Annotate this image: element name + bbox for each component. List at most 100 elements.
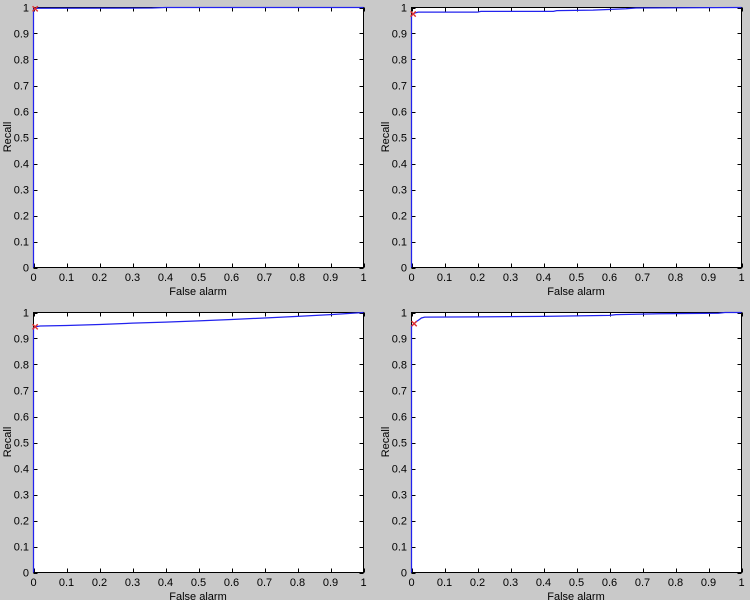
x-tick-label: 0.5 <box>569 577 584 589</box>
y-tick-label: 0.7 <box>392 81 407 93</box>
y-tick-label: 0 <box>401 568 407 580</box>
x-tick-label: 0.7 <box>257 272 272 284</box>
x-tick-label: 0.2 <box>470 272 485 284</box>
x-tick-label: 0 <box>30 272 36 284</box>
y-tick-label: 0.5 <box>392 438 407 450</box>
operating-point-marker <box>32 323 39 330</box>
x-tick-label: 0.3 <box>125 272 140 284</box>
x-tick-label: 0.7 <box>635 577 650 589</box>
x-tick-label: 0.2 <box>470 577 485 589</box>
y-tick-label: 0.7 <box>14 81 29 93</box>
x-tick-label: 0 <box>30 577 36 589</box>
subplot-top-left: 0 0.1 0.2 0.3 0.4 0.5 0.6 0.7 0.8 0.9 1 0 0.1 0.2 0.3 0… <box>0 0 375 300</box>
plot-canvas: 0 0.1 0.2 0.3 0.4 0.5 0.6 0.7 0.8 0.9 1 0 0.1 0.2 0.3 0… <box>380 3 745 299</box>
y-tick-label: 0.4 <box>392 159 407 171</box>
x-tick-label: 0.9 <box>323 577 338 589</box>
y-tick-label: 0.4 <box>14 464 29 476</box>
plot-canvas: 0 0.1 0.2 0.3 0.4 0.5 0.6 0.7 0.8 0.9 1 0 0.1 0.2 0.3 0… <box>2 308 367 600</box>
x-tick-label: 0.6 <box>224 577 239 589</box>
x-tick-label: 0.6 <box>224 272 239 284</box>
y-axis-label: Recall <box>2 427 14 458</box>
x-tick-label: 0.8 <box>668 272 683 284</box>
y-tick-label: 0.2 <box>14 211 29 223</box>
y-tick-label: 0.9 <box>14 334 29 346</box>
y-tick-label: 1 <box>23 3 29 15</box>
y-tick-label: 0.8 <box>14 360 29 372</box>
plot-canvas: 0 0.1 0.2 0.3 0.4 0.5 0.6 0.7 0.8 0.9 1 0 0.1 0.2 0.3 0… <box>2 3 367 299</box>
x-axis-label: False alarm <box>169 591 226 600</box>
marker-stroke <box>32 5 39 12</box>
roc-curve-line <box>32 311 364 573</box>
marker-stroke <box>410 10 417 18</box>
y-tick-label: 0 <box>401 263 407 275</box>
y-tick-label: 0.2 <box>14 516 29 528</box>
x-tick-label: 0.1 <box>59 577 74 589</box>
x-tick-label: 1 <box>738 577 744 589</box>
y-tick-label: 1 <box>401 3 407 15</box>
y-tick-label: 0.5 <box>392 133 407 145</box>
x-tick-label: 0.3 <box>503 577 518 589</box>
x-tick-label: 0.1 <box>437 577 452 589</box>
y-tick-label: 0.2 <box>392 211 407 223</box>
x-tick-label: 0 <box>408 272 414 284</box>
y-tick-label: 0.6 <box>14 412 29 424</box>
x-axis-label: False alarm <box>547 591 604 600</box>
y-tick-label: 1 <box>401 308 407 320</box>
x-tick-label: 0.5 <box>569 272 584 284</box>
y-tick-label: 0.2 <box>392 516 407 528</box>
x-tick-label: 0.5 <box>191 577 206 589</box>
x-tick-label: 0.8 <box>290 272 305 284</box>
y-tick-label: 0.8 <box>392 360 407 372</box>
y-tick-label: 0.3 <box>14 490 29 502</box>
y-tick-label: 0.9 <box>14 29 29 41</box>
x-tick-label: 0.9 <box>323 272 338 284</box>
y-tick-label: 1 <box>23 308 29 320</box>
x-tick-label: 1 <box>360 577 366 589</box>
y-tick-label: 0 <box>23 568 29 580</box>
x-tick-label: 0.6 <box>602 272 617 284</box>
y-tick-label: 0.1 <box>14 542 29 554</box>
operating-point-marker <box>32 5 39 12</box>
y-tick-label: 0.8 <box>14 55 29 67</box>
operating-point-marker <box>411 320 418 327</box>
operating-point-marker <box>410 10 417 18</box>
x-tick-label: 0.4 <box>536 272 551 284</box>
x-tick-label: 0.4 <box>158 577 173 589</box>
x-tick-label: 0.1 <box>437 272 452 284</box>
y-tick-label: 0.6 <box>392 412 407 424</box>
x-axis-label: False alarm <box>169 286 226 298</box>
x-tick-label: 0.4 <box>536 577 551 589</box>
marker-stroke <box>411 320 418 327</box>
x-tick-label: 0.9 <box>701 272 716 284</box>
x-tick-label: 0 <box>408 577 414 589</box>
y-tick-label: 0.6 <box>14 107 29 119</box>
subplot-bottom-left: 0 0.1 0.2 0.3 0.4 0.5 0.6 0.7 0.8 0.9 1 0 0.1 0.2 0.3 0… <box>0 300 375 600</box>
y-tick-label: 0.3 <box>14 185 29 197</box>
x-tick-label: 0.6 <box>602 577 617 589</box>
y-tick-label: 0.8 <box>392 55 407 67</box>
x-tick-label: 0.7 <box>635 272 650 284</box>
y-tick-label: 0.4 <box>392 464 407 476</box>
x-tick-label: 0.2 <box>92 272 107 284</box>
roc-curve-line <box>32 6 364 268</box>
x-tick-label: 0.7 <box>257 577 272 589</box>
y-tick-label: 0.9 <box>392 29 407 41</box>
plot-canvas: 0 0.1 0.2 0.3 0.4 0.5 0.6 0.7 0.8 0.9 1 0 0.1 0.2 0.3 0… <box>380 308 745 600</box>
x-tick-label: 1 <box>738 272 744 284</box>
y-tick-label: 0.1 <box>392 237 407 249</box>
axes-box <box>411 7 742 268</box>
x-tick-label: 0.8 <box>290 577 305 589</box>
y-tick-label: 0.7 <box>14 386 29 398</box>
x-tick-label: 1 <box>360 272 366 284</box>
x-axis-label: False alarm <box>547 286 604 298</box>
x-tick-label: 0.5 <box>191 272 206 284</box>
y-tick-label: 0.5 <box>14 133 29 145</box>
y-axis-label: Recall <box>2 122 14 153</box>
x-tick-label: 0.9 <box>701 577 716 589</box>
y-tick-label: 0 <box>23 263 29 275</box>
x-tick-label: 0.8 <box>668 577 683 589</box>
x-tick-label: 0.4 <box>158 272 173 284</box>
y-tick-label: 0.6 <box>392 107 407 119</box>
x-tick-label: 0.1 <box>59 272 74 284</box>
